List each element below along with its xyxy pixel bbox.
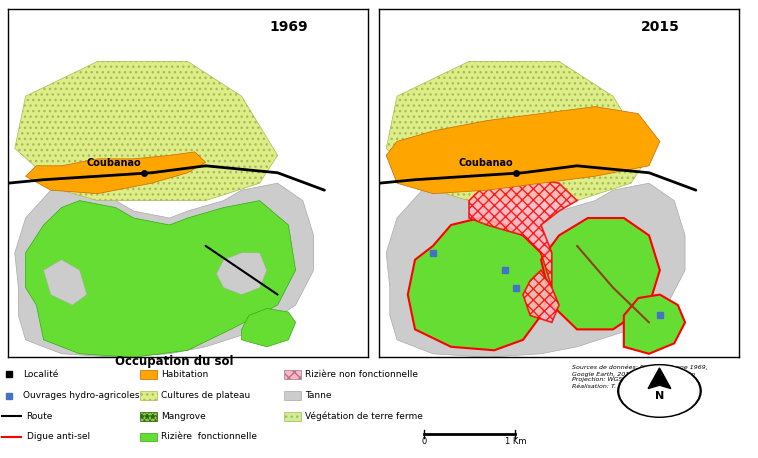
Bar [140,433,157,441]
Polygon shape [523,270,559,322]
Text: Coubanao: Coubanao [86,158,142,168]
Text: Ouvrages hydro-agricoles: Ouvrages hydro-agricoles [23,391,139,400]
Polygon shape [387,107,659,194]
Polygon shape [408,218,552,350]
Bar [284,412,301,420]
Bar [140,370,157,378]
Circle shape [620,366,699,416]
Polygon shape [217,253,267,294]
Text: Mangrove: Mangrove [161,412,206,421]
Text: Tanne: Tanne [305,391,332,400]
Text: 1 Km: 1 Km [505,436,526,446]
Polygon shape [541,218,659,329]
Text: Coubanao: Coubanao [458,158,513,168]
Bar [140,392,157,400]
Polygon shape [44,260,86,305]
Text: Rizière non fonctionnelle: Rizière non fonctionnelle [305,370,418,379]
Polygon shape [26,201,296,357]
Polygon shape [469,176,577,288]
Text: Cultures de plateau: Cultures de plateau [161,391,251,400]
Text: 2015: 2015 [641,20,679,33]
Polygon shape [387,61,649,201]
Text: Digue anti-sel: Digue anti-sel [27,432,89,442]
Circle shape [618,365,701,417]
Polygon shape [648,368,671,388]
Polygon shape [242,309,296,347]
Polygon shape [15,61,277,201]
Text: Sources de données: Photo aérienne 1969,
Google Earth, 2015, Relevés de terrain
: Sources de données: Photo aérienne 1969,… [572,365,708,389]
Polygon shape [387,183,685,357]
Text: Occupation du sol: Occupation du sol [115,355,233,368]
Text: 0: 0 [422,436,427,446]
Text: Végétation de terre ferme: Végétation de terre ferme [305,412,424,421]
Text: Rizière  fonctionnelle: Rizière fonctionnelle [161,432,258,442]
Polygon shape [15,183,314,357]
Bar [284,370,301,378]
Bar [284,392,301,400]
Polygon shape [624,294,685,354]
Text: Route: Route [27,412,53,421]
Polygon shape [26,152,205,194]
Text: N: N [655,391,664,401]
Text: Habitation: Habitation [161,370,208,379]
Text: 1969: 1969 [269,20,308,33]
Bar [140,412,157,420]
Text: Localité: Localité [23,370,58,379]
